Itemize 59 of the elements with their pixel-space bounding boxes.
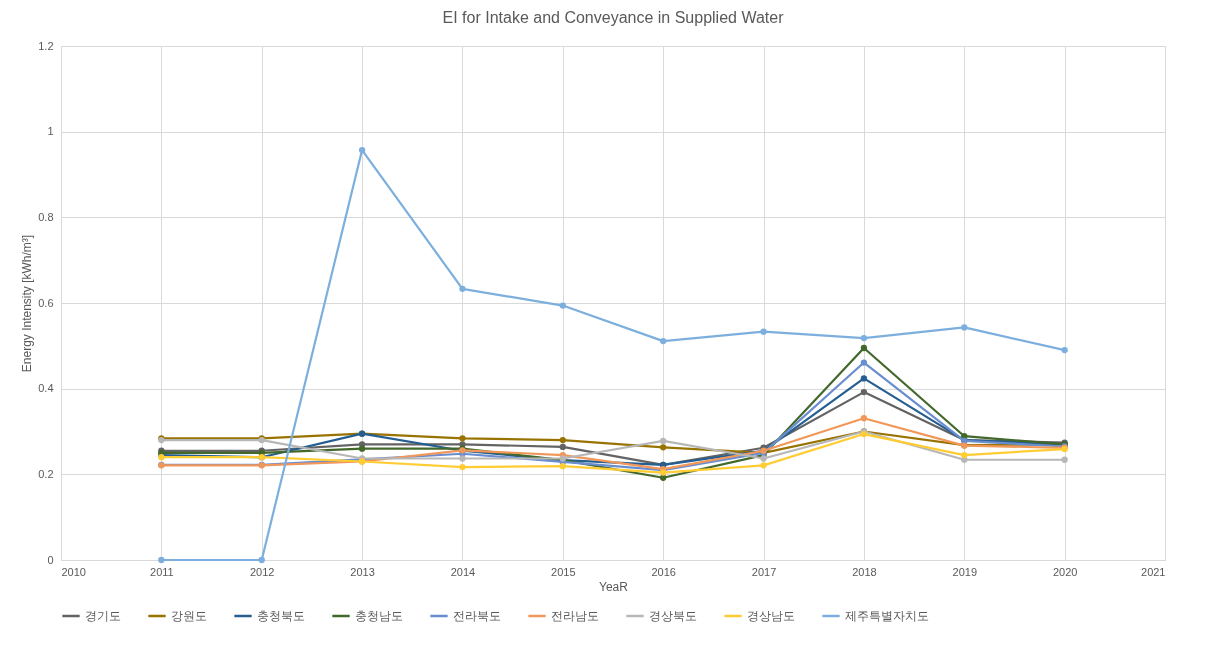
legend-label: 전라남도 — [551, 609, 599, 623]
point — [860, 344, 868, 352]
legend-label: 전라북도 — [453, 609, 501, 623]
x-tick-label: 2016 — [651, 565, 676, 578]
point — [1061, 456, 1068, 463]
point — [860, 359, 868, 366]
point — [158, 556, 165, 564]
y-tick-label: 1 — [47, 125, 54, 138]
point — [760, 328, 767, 335]
point — [358, 445, 366, 452]
x-tick-label: 2020 — [1052, 565, 1078, 578]
point — [559, 436, 566, 444]
x-tick-label: 2011 — [150, 565, 174, 578]
point — [860, 334, 868, 342]
legend-label: 제주특별자치도 — [845, 609, 929, 623]
point — [660, 437, 667, 445]
x-tick-label: 2013 — [350, 565, 375, 578]
point — [358, 146, 366, 154]
point — [559, 463, 566, 470]
point — [760, 455, 767, 462]
point — [459, 455, 466, 462]
point — [660, 337, 667, 345]
point — [961, 324, 968, 331]
x-tick-label: 2017 — [751, 565, 777, 578]
point — [459, 463, 466, 471]
y-tick-label: 0.2 — [38, 467, 54, 480]
x-tick-label: 2010 — [61, 565, 86, 578]
point — [860, 375, 868, 382]
y-tick-label: 0.8 — [38, 210, 54, 223]
point — [760, 462, 767, 469]
y-tick-label: 1.2 — [38, 39, 54, 52]
x-tick-label: 2021 — [1141, 565, 1166, 578]
legend-label: 강원도 — [171, 609, 207, 623]
x-tick-label: 2014 — [450, 565, 476, 578]
legend-label: 충청남도 — [355, 609, 403, 623]
x-axis-title: YeaR — [599, 579, 629, 594]
point — [660, 444, 667, 451]
point — [1061, 346, 1068, 354]
point — [258, 556, 265, 564]
point — [459, 285, 466, 293]
x-tick-label: 2015 — [551, 565, 576, 578]
y-axis-title: Energy Intensity [kWh/m³] — [20, 234, 35, 373]
legend-label: 경상남도 — [747, 609, 795, 623]
chart-title: EI for Intake and Conveyance in Supplied Water — [442, 9, 785, 26]
x-tick-label: 2019 — [952, 565, 978, 578]
point — [559, 302, 566, 309]
point — [961, 451, 968, 459]
point — [459, 435, 466, 442]
y-tick-label: 0 — [47, 553, 54, 566]
point — [860, 415, 868, 422]
x-tick-label: 2018 — [852, 565, 877, 578]
point — [860, 388, 868, 396]
legend-label: 충청북도 — [257, 609, 305, 623]
point — [559, 443, 566, 451]
legend-label: 경상북도 — [649, 609, 697, 623]
legend-label: 경기도 — [85, 609, 121, 623]
y-tick-label: 0.6 — [38, 296, 54, 309]
y-tick-label: 0.4 — [38, 382, 54, 395]
x-tick-label: 2012 — [249, 565, 275, 578]
